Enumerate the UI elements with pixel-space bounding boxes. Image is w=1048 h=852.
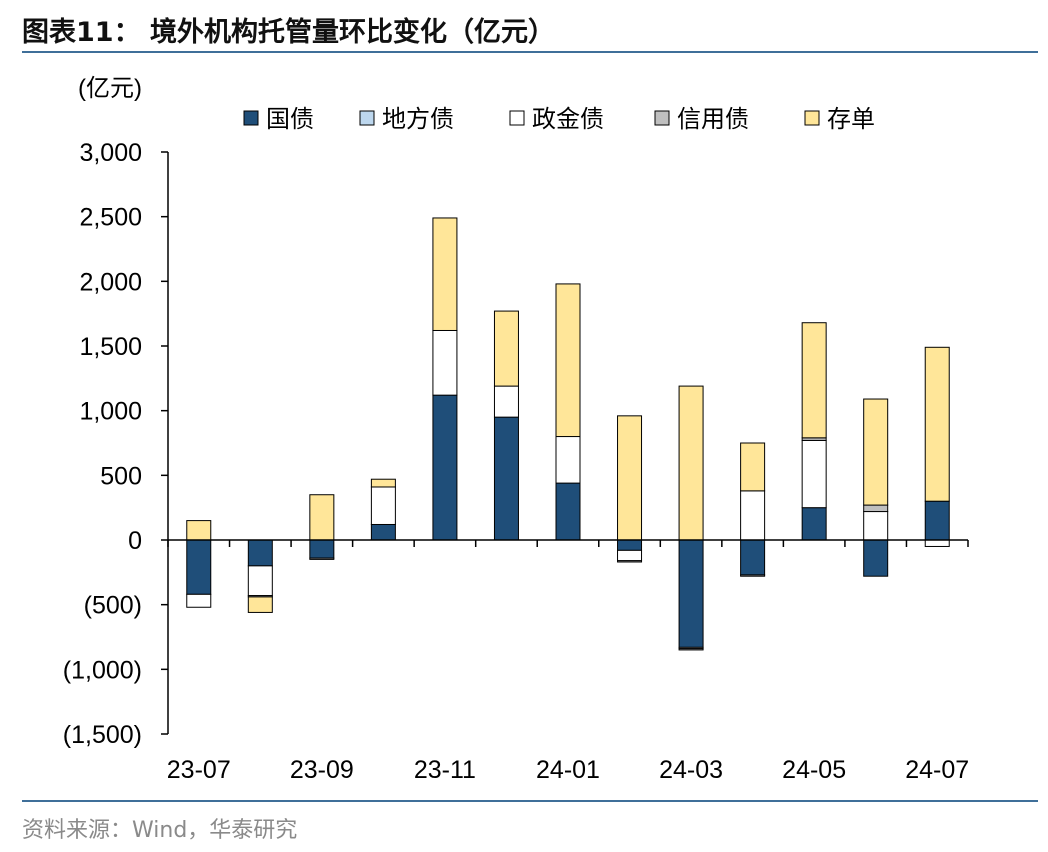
y-tick-label: 2,000 — [79, 268, 142, 296]
bar-segment — [493, 310, 519, 387]
bar-segment — [432, 217, 458, 331]
bar-segment — [678, 385, 704, 541]
legend-label: 国债 — [266, 105, 314, 133]
x-tick-label: 23-09 — [290, 756, 354, 784]
x-tick-label: 24-05 — [782, 756, 846, 784]
y-tick-label: 500 — [100, 462, 142, 490]
footer-rule — [22, 800, 1038, 802]
bar-segment — [924, 539, 950, 547]
bar-segment — [863, 539, 889, 577]
bar-segment — [555, 436, 581, 484]
bar-segment — [740, 539, 766, 576]
bar-segment — [863, 504, 889, 513]
bar-segment — [186, 520, 212, 541]
x-tick-label: 24-01 — [536, 756, 600, 784]
legend-swatch — [654, 110, 670, 126]
y-tick-label: (1,000) — [63, 656, 142, 684]
legend-swatch — [243, 110, 259, 126]
bar-segment — [740, 490, 766, 541]
bars — [186, 217, 950, 651]
figure-title: 图表11： 境外机构托管量环比变化（亿元） — [22, 17, 555, 48]
legend-label: 存单 — [827, 105, 875, 133]
y-tick-label: 0 — [128, 527, 142, 555]
legend-label: 信用债 — [677, 105, 749, 133]
bar-segment — [370, 523, 396, 541]
bar-segment — [924, 500, 950, 541]
bar-segment — [370, 478, 396, 488]
bar-segment — [678, 539, 704, 648]
legend-swatch — [509, 110, 525, 126]
y-tick-label: 1,500 — [79, 333, 142, 361]
bar-segment — [309, 494, 335, 541]
x-axis: 23-07 23-09 23-11 24-01 24-03 24-05 24-07 — [167, 539, 969, 784]
bar-segment — [617, 560, 643, 563]
bar-segment — [247, 539, 273, 567]
bar-segment — [924, 346, 950, 502]
y-tick-label: 1,000 — [79, 398, 142, 426]
source-note: 资料来源：Wind，华泰研究 — [22, 818, 298, 843]
title-rule — [22, 51, 1038, 53]
bar-segment — [309, 557, 335, 560]
legend-swatch — [359, 110, 375, 126]
bar-segment — [493, 385, 519, 418]
bar-segment — [678, 648, 704, 651]
bar-segment — [186, 539, 212, 595]
bar-segment — [740, 442, 766, 492]
x-tick-label: 24-07 — [905, 756, 969, 784]
y-axis: 3,000 2,500 2,000 1,500 1,000 500 0 (500) (1,000… — [63, 139, 169, 749]
bar-segment — [432, 394, 458, 541]
bar-segment — [863, 398, 889, 506]
bar-segment — [617, 549, 643, 562]
bar-segment — [247, 596, 273, 613]
bar-segment — [186, 593, 212, 608]
bar-segment — [555, 283, 581, 438]
legend-swatch — [804, 110, 820, 126]
bar-segment — [555, 482, 581, 541]
x-tick-label: 24-03 — [659, 756, 723, 784]
bar-segment — [247, 565, 273, 597]
bar-segment — [617, 415, 643, 541]
bar-segment — [801, 507, 827, 541]
y-tick-label: (1,500) — [63, 721, 142, 749]
bar-segment — [801, 322, 827, 439]
x-tick-label: 23-11 — [414, 756, 476, 784]
bar-segment — [370, 486, 396, 525]
unit-label: (亿元) — [78, 75, 142, 102]
x-tick-label: 23-07 — [167, 756, 231, 784]
bar-segment — [740, 574, 766, 577]
bar-segment — [617, 539, 643, 551]
legend-label: 地方债 — [382, 105, 454, 133]
bar-segment — [309, 539, 335, 559]
bar-segment — [801, 439, 827, 509]
bar-segment — [863, 511, 889, 541]
bar-segment — [432, 329, 458, 396]
legend-label: 政金债 — [532, 105, 604, 133]
bar-segment — [493, 416, 519, 541]
y-tick-label: 3,000 — [79, 139, 142, 167]
y-tick-label: (500) — [84, 592, 142, 620]
y-tick-label: 2,500 — [79, 204, 142, 232]
legend: 国债 地方债 政金债 信用债 存单 — [243, 105, 875, 133]
